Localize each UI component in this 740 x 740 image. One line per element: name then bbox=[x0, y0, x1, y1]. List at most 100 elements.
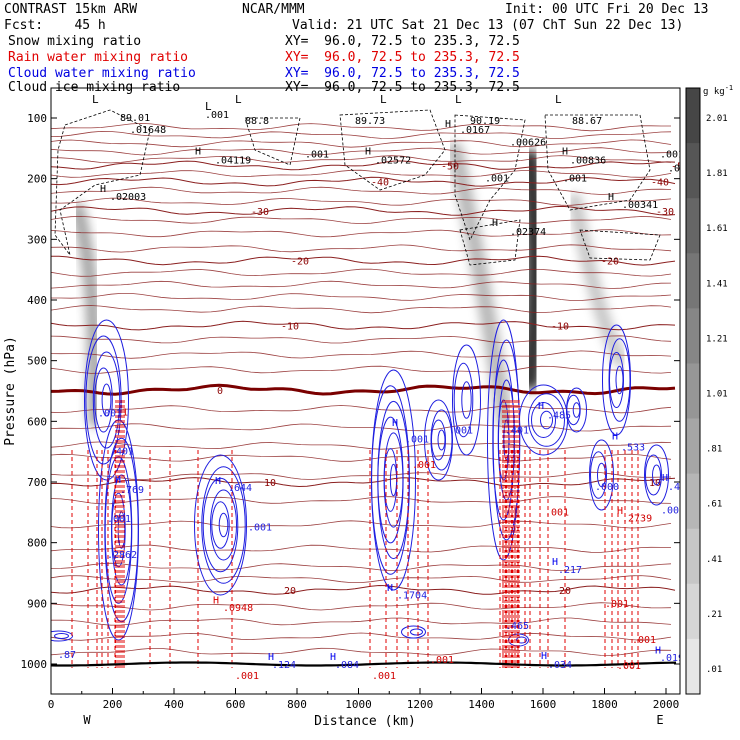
cloud-ice-label: .02003 bbox=[110, 192, 146, 203]
temperature-contour bbox=[51, 169, 672, 178]
model-name: CONTRAST 15km ARW bbox=[4, 2, 138, 17]
field-label-rain: Rain water mixing ratio bbox=[8, 50, 189, 65]
colorbar-label: 1.21 bbox=[706, 334, 728, 344]
cloud-water-label: .2862 bbox=[107, 550, 137, 561]
cloud-water-label: .000 bbox=[595, 482, 619, 493]
temperature-contour bbox=[51, 305, 672, 314]
field-xy-snow: XY= 96.0, 72.5 to 235.3, 72.5 bbox=[285, 34, 520, 49]
temperature-contour bbox=[51, 205, 676, 216]
cloud-ice-label: .02572 bbox=[375, 156, 411, 167]
cloud-water-contour bbox=[590, 451, 607, 499]
field-xy-rain: XY= 96.0, 72.5 to 235.3, 72.5 bbox=[285, 50, 520, 65]
temperature-label: -20 bbox=[601, 257, 619, 268]
temperature-label: -10 bbox=[281, 322, 299, 333]
temperature-contour bbox=[51, 320, 676, 331]
temperature-contour bbox=[51, 155, 672, 164]
cloud-ice-label: .0113 bbox=[668, 163, 698, 174]
temperature-contour bbox=[51, 405, 672, 414]
cloud-ice-contour bbox=[339, 109, 446, 191]
temperature-label: -10 bbox=[551, 322, 569, 333]
rain-water-label: .001 bbox=[372, 671, 396, 682]
temperature-contour bbox=[51, 130, 672, 139]
cloud-ice-contour bbox=[544, 114, 651, 211]
temperature-contour bbox=[51, 477, 676, 488]
plot-frame bbox=[50, 87, 681, 695]
field-xy-cloudwater: XY= 96.0, 72.5 to 235.3, 72.5 bbox=[285, 66, 520, 81]
y-tick-label: 200 bbox=[27, 173, 47, 186]
temperature-contour bbox=[51, 160, 676, 171]
temperature-contour bbox=[51, 350, 672, 359]
cloud-ice-label: 89.01 bbox=[120, 113, 150, 124]
init-time: Init: 00 UTC Fri 20 Dec 13 bbox=[505, 2, 709, 17]
temperature-label: -30 bbox=[251, 207, 269, 218]
x-axis-title: Distance (km) bbox=[314, 714, 416, 729]
temperature-contour bbox=[51, 268, 672, 277]
high-marker: H bbox=[612, 432, 618, 443]
cloud-water-label: .001 bbox=[405, 435, 429, 446]
y-tick-label: 900 bbox=[27, 597, 47, 610]
temperature-contour bbox=[51, 365, 672, 374]
cloud-water-contour bbox=[589, 439, 614, 511]
high-marker: H bbox=[365, 146, 371, 157]
cloud-water-contour bbox=[84, 319, 129, 481]
field-label-snow: Snow mixing ratio bbox=[8, 34, 142, 49]
cloud-ice-contour bbox=[454, 114, 526, 242]
cloud-ice-label: .00626 bbox=[510, 137, 546, 148]
temperature-contour bbox=[51, 186, 672, 195]
low-marker: L bbox=[555, 93, 562, 106]
x-tick-label: 800 bbox=[287, 698, 307, 711]
colorbar-swatch bbox=[686, 253, 700, 309]
y-tick-label: 500 bbox=[27, 355, 47, 368]
rain-water-label: .001 bbox=[430, 655, 454, 666]
cloud-ice-label: .001 bbox=[563, 174, 587, 185]
colorbar-label: .41 bbox=[706, 555, 722, 565]
cloud-water-contour bbox=[85, 335, 122, 465]
cloud-water-label: .001 bbox=[98, 409, 122, 420]
colorbar-swatch bbox=[686, 308, 700, 364]
temperature-contour bbox=[51, 617, 672, 626]
cloud-ice-label: .00836 bbox=[570, 156, 606, 167]
temperature-contour bbox=[51, 423, 672, 432]
temperature-contour bbox=[51, 562, 672, 572]
colorbar-swatch bbox=[686, 473, 700, 530]
forecast-hour: Fcst: 45 h bbox=[4, 18, 106, 33]
temperature-contour bbox=[51, 176, 676, 187]
colorbar-swatch bbox=[686, 363, 700, 420]
y-tick-label: 700 bbox=[27, 476, 47, 489]
cloud-water-label: .769 bbox=[120, 485, 144, 496]
cloud-ice-label: 89.73 bbox=[355, 116, 385, 127]
high-marker: H bbox=[655, 646, 661, 657]
cloud-ice-label: .02374 bbox=[510, 227, 546, 238]
temperature-contour bbox=[51, 584, 676, 595]
x-tick-label: 1800 bbox=[591, 698, 618, 711]
cloud-water-contour bbox=[566, 387, 587, 433]
cloud-water-label: .440 bbox=[668, 482, 692, 493]
cloud-water-contour bbox=[202, 477, 239, 573]
temperature-label: -20 bbox=[291, 257, 309, 268]
cloud-water-contour bbox=[424, 399, 453, 481]
cloud-ice-label: .00341 bbox=[622, 200, 658, 211]
colorbar: 2.01 1.81 1.61 1.41 1.21 1.01 .81 .61 .41 .21 .01 bbox=[685, 87, 728, 695]
rain-water-label: 1 bbox=[122, 407, 128, 418]
low-marker: L bbox=[205, 100, 212, 113]
west-end-label: W bbox=[83, 713, 91, 727]
cloud-ice-contour bbox=[579, 229, 661, 261]
high-marker: H bbox=[562, 146, 568, 157]
cloud-ice-contour bbox=[459, 219, 521, 266]
cloud-water-contour bbox=[453, 362, 474, 438]
temperature-label: -40 bbox=[371, 178, 389, 189]
rain-water-label: .0948 bbox=[223, 603, 253, 614]
colorbar-swatch bbox=[686, 528, 700, 585]
snow-plume bbox=[520, 150, 546, 390]
temperature-label: -50 bbox=[441, 161, 459, 172]
rain-water-label: .2739 bbox=[622, 513, 652, 524]
cloud-water-contour bbox=[461, 381, 472, 419]
cloud-water-contour bbox=[218, 512, 229, 538]
cloud-water-contour bbox=[401, 625, 426, 639]
low-marker: L bbox=[92, 93, 99, 106]
cloud-water-label: .001 bbox=[248, 523, 272, 534]
cloud-ice-label: 90.19 bbox=[470, 116, 500, 127]
rain-water-label: .001 bbox=[235, 671, 259, 682]
high-marker: H bbox=[538, 401, 544, 412]
